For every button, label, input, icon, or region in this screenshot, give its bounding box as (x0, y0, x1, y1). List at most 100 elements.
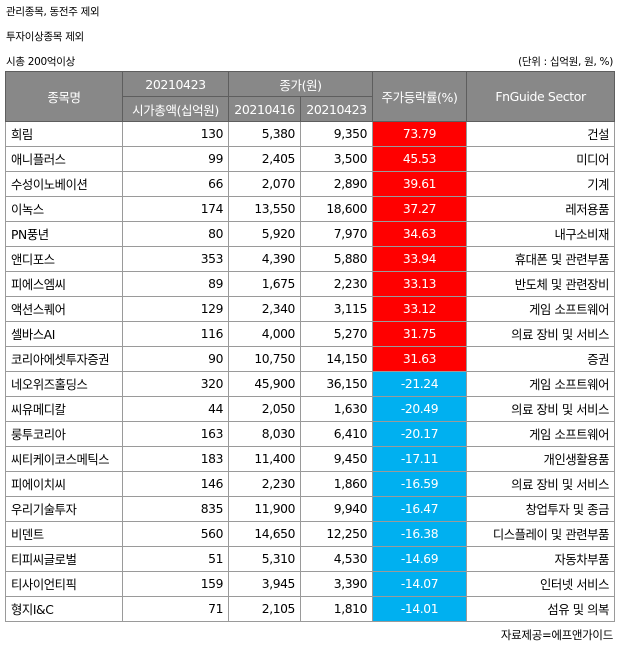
close-price-1-cell: 10,750 (228, 346, 301, 372)
table-row: 비덴트 560 14,650 12,250 -16.38 디스플레이 및 관련부품 (5, 521, 616, 547)
close-price-1-cell: 5,380 (228, 121, 301, 147)
market-cap-cell: 835 (122, 496, 229, 522)
close-price-2-cell: 18,600 (299, 196, 374, 222)
header-change-rate: 주가등락률(%) (372, 71, 468, 122)
change-rate-cell: -21.24 (372, 371, 468, 397)
stock-name-cell: PN풍년 (5, 221, 123, 247)
sector-cell: 의료 장비 및 서비스 (466, 396, 616, 422)
close-price-2-cell: 4,530 (299, 546, 374, 572)
header-close-date-2: 20210423 (299, 96, 374, 122)
market-cap-cell: 174 (122, 196, 229, 222)
sector-cell: 휴대폰 및 관련부품 (466, 246, 616, 272)
close-price-2-cell: 2,890 (299, 171, 374, 197)
source-credit: 자료제공=에프앤가이드 (500, 628, 613, 642)
header-market-cap: 시가총액(십억원) (122, 96, 229, 122)
stock-name-cell: 씨유메디칼 (5, 396, 123, 422)
header-stock-name: 종목명 (5, 71, 123, 122)
market-cap-cell: 51 (122, 546, 229, 572)
market-cap-cell: 129 (122, 296, 229, 322)
change-rate-cell: 33.13 (372, 271, 468, 297)
sector-cell: 게임 소프트웨어 (466, 296, 616, 322)
market-cap-cell: 99 (122, 146, 229, 172)
close-price-2-cell: 5,880 (299, 246, 374, 272)
change-rate-cell: -16.59 (372, 471, 468, 497)
market-cap-cell: 183 (122, 446, 229, 472)
change-rate-cell: 39.61 (372, 171, 468, 197)
table-row: 애니플러스 99 2,405 3,500 45.53 미디어 (5, 146, 616, 172)
sector-cell: 게임 소프트웨어 (466, 371, 616, 397)
close-price-2-cell: 7,970 (299, 221, 374, 247)
stock-name-cell: 액션스퀘어 (5, 296, 123, 322)
stock-name-cell: 네오위즈홀딩스 (5, 371, 123, 397)
market-cap-cell: 89 (122, 271, 229, 297)
stock-name-cell: 피에이치씨 (5, 471, 123, 497)
close-price-2-cell: 9,940 (299, 496, 374, 522)
sector-cell: 게임 소프트웨어 (466, 421, 616, 447)
header-close-date-1: 20210416 (228, 96, 301, 122)
market-cap-cell: 159 (122, 571, 229, 597)
sector-cell: 의료 장비 및 서비스 (466, 321, 616, 347)
stock-name-cell: 티사이언티픽 (5, 571, 123, 597)
sector-cell: 창업투자 및 종금 (466, 496, 616, 522)
sector-cell: 의료 장비 및 서비스 (466, 471, 616, 497)
sector-cell: 인터넷 서비스 (466, 571, 616, 597)
market-cap-cell: 130 (122, 121, 229, 147)
change-rate-cell: -16.38 (372, 521, 468, 547)
change-rate-cell: 34.63 (372, 221, 468, 247)
table-row: 셀바스AI 116 4,000 5,270 31.75 의료 장비 및 서비스 (5, 321, 616, 347)
change-rate-cell: -14.01 (372, 596, 468, 622)
close-price-1-cell: 4,000 (228, 321, 301, 347)
header-date: 20210423 (122, 71, 229, 97)
change-rate-cell: 37.27 (372, 196, 468, 222)
close-price-2-cell: 2,230 (299, 271, 374, 297)
header-close-price: 종가(원) (227, 71, 374, 97)
table-row: 씨티케이코스메틱스 183 11,400 9,450 -17.11 개인생활용품 (5, 446, 616, 472)
sector-cell: 자동차부품 (466, 546, 616, 572)
note-excluded-warning: 투자이상종목 제외 (6, 31, 84, 43)
close-price-2-cell: 1,860 (299, 471, 374, 497)
sector-cell: 디스플레이 및 관련부품 (466, 521, 616, 547)
close-price-2-cell: 9,350 (299, 121, 374, 147)
header-sector: FnGuide Sector (466, 71, 616, 122)
close-price-1-cell: 4,390 (228, 246, 301, 272)
market-cap-cell: 116 (122, 321, 229, 347)
table-row: 씨유메디칼 44 2,050 1,630 -20.49 의료 장비 및 서비스 (5, 396, 616, 422)
close-price-2-cell: 1,630 (299, 396, 374, 422)
stock-name-cell: 형지I&C (5, 596, 123, 622)
table-row: 피에이치씨 146 2,230 1,860 -16.59 의료 장비 및 서비스 (5, 471, 616, 497)
stock-change-table: 종목명 20210423 종가(원) 주가등락률(%) FnGuide Sect… (5, 71, 616, 622)
sector-cell: 레저용품 (466, 196, 616, 222)
close-price-1-cell: 11,400 (228, 446, 301, 472)
change-rate-cell: -14.69 (372, 546, 468, 572)
change-rate-cell: 33.94 (372, 246, 468, 272)
change-rate-cell: -17.11 (372, 446, 468, 472)
sector-cell: 개인생활용품 (466, 446, 616, 472)
table-row: 피에스엠씨 89 1,675 2,230 33.13 반도체 및 관련장비 (5, 271, 616, 297)
change-rate-cell: 31.75 (372, 321, 468, 347)
close-price-1-cell: 2,105 (228, 596, 301, 622)
table-row: 이녹스 174 13,550 18,600 37.27 레저용품 (5, 196, 616, 222)
table-row: PN풍년 80 5,920 7,970 34.63 내구소비재 (5, 221, 616, 247)
change-rate-cell: 33.12 (372, 296, 468, 322)
table-row: 수성이노베이션 66 2,070 2,890 39.61 기계 (5, 171, 616, 197)
sector-cell: 건설 (466, 121, 616, 147)
close-price-1-cell: 2,050 (228, 396, 301, 422)
close-price-1-cell: 11,900 (228, 496, 301, 522)
table-row: 코리아에셋투자증권 90 10,750 14,150 31.63 증권 (5, 346, 616, 372)
sector-cell: 섬유 및 의복 (466, 596, 616, 622)
change-rate-cell: -16.47 (372, 496, 468, 522)
market-cap-cell: 66 (122, 171, 229, 197)
close-price-2-cell: 3,500 (299, 146, 374, 172)
change-rate-cell: 73.79 (372, 121, 468, 147)
market-cap-cell: 560 (122, 521, 229, 547)
stock-name-cell: 애니플러스 (5, 146, 123, 172)
close-price-1-cell: 2,340 (228, 296, 301, 322)
close-price-2-cell: 3,390 (299, 571, 374, 597)
sector-cell: 반도체 및 관련장비 (466, 271, 616, 297)
market-cap-cell: 71 (122, 596, 229, 622)
stock-name-cell: 티피씨글로벌 (5, 546, 123, 572)
stock-name-cell: 룽투코리아 (5, 421, 123, 447)
close-price-1-cell: 2,230 (228, 471, 301, 497)
change-rate-cell: -20.49 (372, 396, 468, 422)
close-price-2-cell: 6,410 (299, 421, 374, 447)
